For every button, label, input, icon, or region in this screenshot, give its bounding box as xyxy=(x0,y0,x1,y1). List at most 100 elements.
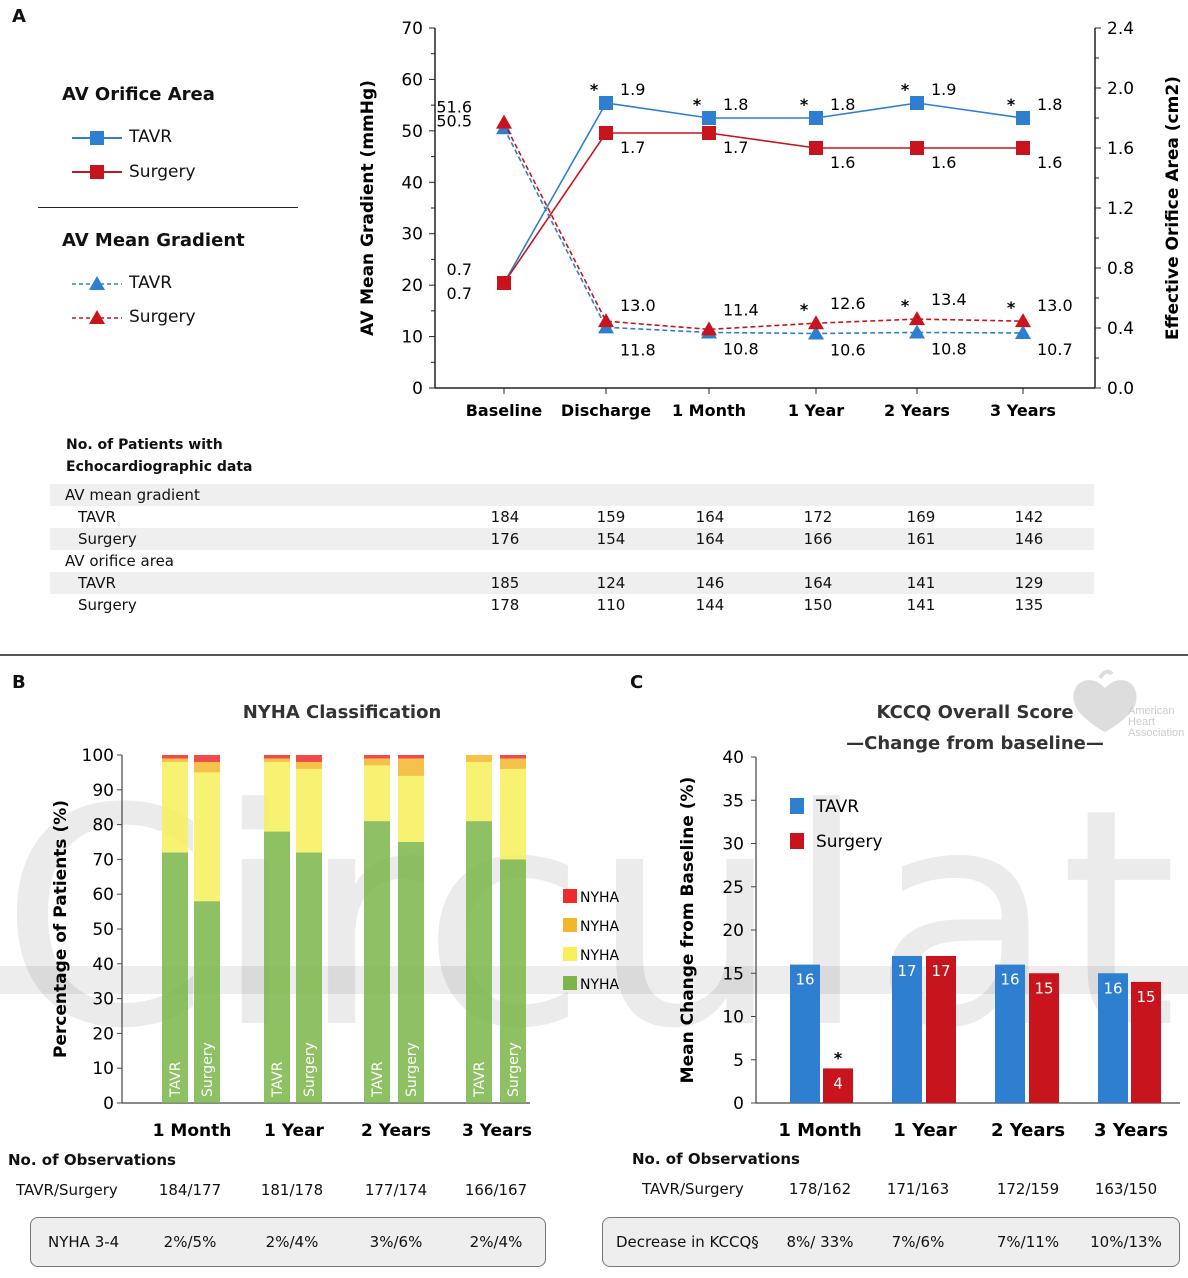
b-bar-segment xyxy=(398,755,424,759)
a-significance-asterisk: * xyxy=(1007,95,1016,114)
table-cell: 144 xyxy=(695,596,725,614)
kccq-summary-box xyxy=(602,1217,1180,1267)
a-data-label: 1.8 xyxy=(830,95,855,114)
c-bar xyxy=(926,955,956,1103)
legend-orifice-surgery-icon xyxy=(72,165,122,179)
b-legend-label: NYHA 1 xyxy=(580,977,620,993)
nyha-summary-value: 2%/5% xyxy=(163,1233,217,1251)
table-header-line1: No. of Patients with xyxy=(66,437,223,453)
a-data-label: 10.8 xyxy=(931,339,967,358)
b-bar-segment xyxy=(296,852,322,1103)
legend-gradient-surgery-icon xyxy=(72,310,122,324)
aha-logo-text: American Heart Association xyxy=(1128,705,1185,739)
c-bar xyxy=(892,955,922,1103)
b-x-tick-label: 2 Years xyxy=(361,1121,431,1141)
a-left-tick-label: 10 xyxy=(401,328,423,348)
a-point-triangle xyxy=(1015,313,1031,328)
table-cell: 185 xyxy=(490,574,520,592)
b-bar-segment xyxy=(264,758,290,762)
a-left-tick-label: 60 xyxy=(401,70,423,90)
table-cell: 154 xyxy=(596,530,626,548)
b-y-tick-label: 10 xyxy=(92,1059,114,1079)
c-observation-value: 163/150 xyxy=(1094,1180,1158,1198)
b-bar-segment xyxy=(466,821,492,1103)
a-x-tick-label: Discharge xyxy=(561,401,651,420)
c-observations-title: No. of Observations xyxy=(632,1150,800,1168)
a-series-line xyxy=(503,127,1024,335)
panel-a-label: A xyxy=(12,6,26,27)
b-bar-segment xyxy=(264,761,290,832)
c-y-tick-label: 35 xyxy=(722,791,744,811)
a-data-label: 10.6 xyxy=(830,340,866,359)
b-observation-value: 184/177 xyxy=(158,1181,222,1199)
c-bar xyxy=(1131,981,1161,1103)
b-bar-segment xyxy=(398,842,424,1103)
table-row-label: Surgery xyxy=(78,596,137,614)
b-bar-segment xyxy=(296,761,322,769)
table-row-label: TAVR xyxy=(78,574,116,592)
table-cell: 124 xyxy=(596,574,626,592)
b-bar-label: Surgery xyxy=(200,1042,216,1097)
b-observation-value: 181/178 xyxy=(260,1181,324,1199)
legend-gradient-tavr: TAVR xyxy=(129,273,173,293)
b-bar-label: TAVR xyxy=(270,1061,286,1098)
a-data-label: 51.6 xyxy=(436,98,472,117)
c-y-tick-label: 10 xyxy=(722,1008,744,1028)
a-point-square xyxy=(497,276,511,290)
a-x-tick-label: 2 Years xyxy=(884,401,950,420)
c-y-tick-label: 40 xyxy=(722,748,744,768)
a-point-square xyxy=(702,126,716,140)
a-significance-asterisk: * xyxy=(1007,298,1016,317)
table-cell: 110 xyxy=(596,596,626,614)
b-y-tick-label: 30 xyxy=(92,990,114,1010)
a-point-square xyxy=(809,141,823,155)
a-right-tick-label: 2.0 xyxy=(1107,79,1134,99)
a-data-label: 50.5 xyxy=(436,111,472,130)
kccq-summary-value: 7%/11% xyxy=(996,1233,1060,1251)
c-y-tick-label: 15 xyxy=(722,964,744,984)
c-bar xyxy=(1098,973,1128,1103)
table-cell: 150 xyxy=(803,596,833,614)
a-point-triangle xyxy=(808,315,824,330)
c-x-tick-label: 1 Month xyxy=(778,1120,861,1141)
a-data-label: 13.4 xyxy=(931,290,967,309)
table-cell: 135 xyxy=(1014,596,1044,614)
a-series-line xyxy=(503,102,1024,284)
b-bar-segment xyxy=(296,768,322,853)
a-point-square xyxy=(1016,111,1030,125)
a-significance-asterisk: * xyxy=(800,95,809,114)
c-bar-label: 16 xyxy=(1000,971,1019,989)
a-point-triangle xyxy=(701,321,717,336)
b-bar-segment xyxy=(398,758,424,776)
table-row-label: Surgery xyxy=(78,530,137,548)
table-cell: 169 xyxy=(906,508,936,526)
b-bar-label: TAVR xyxy=(370,1061,386,1098)
a-data-label: 12.6 xyxy=(830,294,866,313)
b-legend-label: NYHA 2 xyxy=(580,948,620,964)
a-data-label: 10.7 xyxy=(1037,340,1073,359)
table-cell: 172 xyxy=(803,508,833,526)
a-significance-asterisk: * xyxy=(693,95,702,114)
legend-orifice-surgery: Surgery xyxy=(129,162,196,182)
legend-orifice-tavr: TAVR xyxy=(129,127,173,147)
b-bar-label: Surgery xyxy=(302,1042,318,1097)
a-series-line xyxy=(503,122,1024,331)
c-bar xyxy=(1029,973,1059,1103)
section-divider xyxy=(0,654,1188,656)
a-right-axis-title: Effective Orifice Area (cm2) xyxy=(1163,76,1183,340)
b-bar-segment xyxy=(194,772,220,902)
a-point-square xyxy=(599,96,613,110)
a-x-tick-label: 1 Month xyxy=(672,401,746,420)
c-y-tick-label: 30 xyxy=(722,835,744,855)
table-row: TAVR 184 159 164 172 169 142 xyxy=(50,506,1094,528)
a-point-triangle xyxy=(1015,324,1031,339)
b-bar-segment xyxy=(162,755,188,759)
c-significance-asterisk: * xyxy=(834,1048,843,1067)
b-bar-label: TAVR xyxy=(472,1061,488,1098)
kccq-summary-value: 10%/13% xyxy=(1090,1233,1162,1251)
c-y-tick-label: 5 xyxy=(733,1051,744,1071)
table-row: TAVR 185 124 146 164 141 129 xyxy=(50,572,1094,594)
a-point-square xyxy=(1016,141,1030,155)
b-bar-segment xyxy=(398,775,424,842)
b-y-tick-label: 60 xyxy=(92,885,114,905)
